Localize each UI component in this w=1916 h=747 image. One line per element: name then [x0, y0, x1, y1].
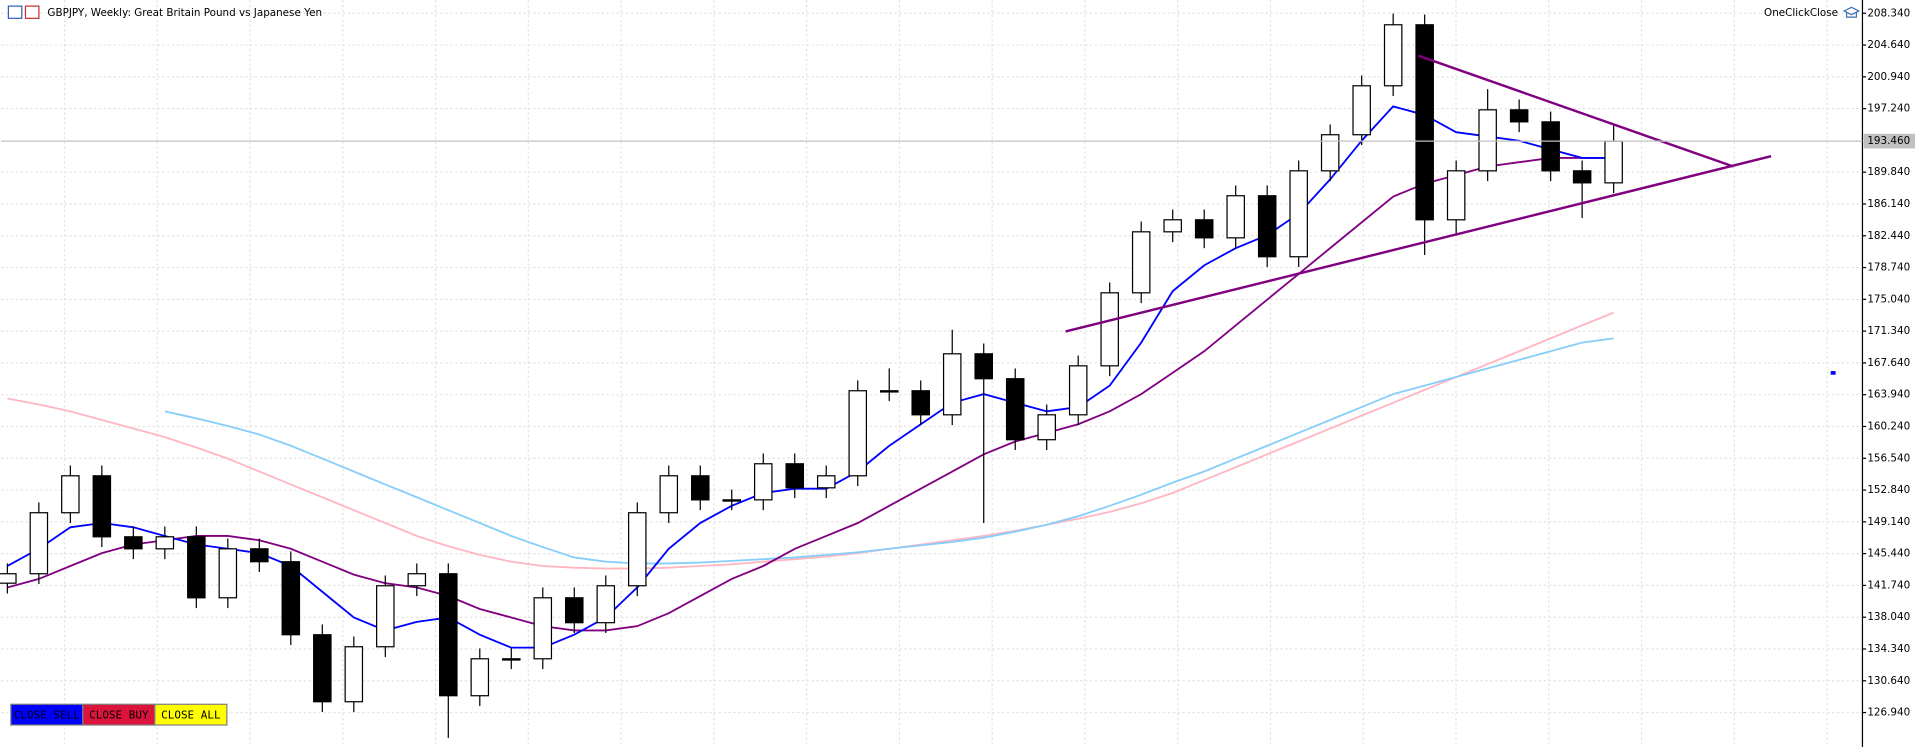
candle-body: [785, 463, 805, 489]
button-bg[interactable]: [154, 703, 228, 726]
candle-body: [439, 573, 458, 697]
candle-body: [753, 463, 773, 501]
candle-body: [1005, 378, 1025, 441]
candle-body: [376, 585, 395, 648]
y-tick-label: 163.940: [1867, 389, 1910, 401]
candle-body: [61, 475, 80, 514]
candle-body: [1446, 170, 1466, 221]
candle-body: [533, 597, 553, 660]
candle-body: [218, 548, 238, 599]
candle-body: [565, 597, 584, 624]
candle-body: [1100, 292, 1119, 367]
buttons: CLOSE SELL CLOSE BUY CLOSE ALL: [10, 703, 228, 726]
candle-body: [1163, 219, 1182, 233]
price-label-box: [1863, 133, 1915, 149]
y-tick-label: 130.640: [1867, 675, 1910, 687]
y-tick-label: 175.040: [1867, 293, 1910, 305]
y-tick-label: 208.340: [1867, 7, 1910, 19]
candle-body: [1037, 414, 1056, 441]
y-tick-label: 197.240: [1867, 103, 1910, 115]
candle-body: [1383, 24, 1403, 87]
y-tick-label: 126.940: [1867, 707, 1910, 719]
button-label[interactable]: CLOSE SELL: [14, 708, 80, 721]
y-tick-label: 204.640: [1867, 39, 1910, 51]
y-tick-label: 171.340: [1867, 325, 1910, 337]
candle-body: [1541, 121, 1560, 172]
candle-body: [596, 585, 616, 624]
moving-average: [7, 311, 1615, 570]
button-label[interactable]: CLOSE BUY: [89, 708, 149, 721]
cap-icon: [1842, 6, 1861, 18]
y-tick-label: 152.840: [1867, 484, 1910, 496]
chart-title: GBPJPY, Weekly: Great Britain Pound vs J…: [47, 7, 322, 19]
price-label: 193.460: [1867, 135, 1910, 147]
candle-body: [1415, 24, 1434, 221]
y-tick-label: 134.340: [1867, 643, 1910, 655]
candle-body: [1131, 231, 1151, 294]
y-tick-label: 178.740: [1867, 262, 1910, 274]
plot-area: [0, 13, 1772, 738]
candle-body: [1478, 109, 1497, 172]
candle-body: [502, 658, 521, 661]
candle-body: [470, 658, 490, 697]
candle-body: [407, 573, 427, 587]
y-tick-label: 145.440: [1867, 548, 1910, 560]
candle-body: [1257, 195, 1277, 258]
candle-body: [1604, 140, 1623, 184]
candle-body: [659, 475, 679, 514]
candle-body: [155, 536, 175, 550]
y-tick-label: 160.240: [1867, 420, 1910, 432]
candle-body: [1509, 109, 1529, 123]
candle-body: [722, 499, 742, 502]
close-button[interactable]: CLOSE BUY: [82, 703, 156, 726]
y-tick-label: 189.840: [1867, 166, 1910, 178]
candle-body: [879, 390, 899, 393]
moving-average: [6, 105, 1614, 649]
y-tick-label: 186.140: [1867, 198, 1910, 210]
y-tick-label: 138.040: [1867, 611, 1910, 623]
candle-body: [187, 536, 206, 599]
header: GBPJPY, Weekly: Great Britain Pound vs J…: [7, 5, 1861, 19]
candle-body: [628, 512, 647, 587]
candle-body: [690, 475, 710, 501]
trendline: [1417, 54, 1734, 168]
candle-body: [1194, 219, 1214, 239]
candle-body: [1289, 170, 1308, 258]
y-tick-label: 200.940: [1867, 71, 1910, 83]
candle-body: [281, 561, 301, 636]
candle-body: [816, 475, 836, 489]
candle-body: [1352, 85, 1371, 136]
candle-body: [124, 536, 143, 550]
button-label[interactable]: CLOSE ALL: [161, 708, 221, 721]
y-tick-label: 182.440: [1867, 230, 1910, 242]
candle-body: [848, 390, 868, 477]
candle-body: [911, 390, 931, 416]
marker: [1830, 371, 1836, 375]
chart-icon: [24, 5, 40, 19]
candle-body: [92, 475, 112, 538]
y-tick-label: 149.140: [1867, 516, 1910, 528]
candle-body: [313, 634, 332, 703]
candle-body: [942, 353, 962, 416]
candle-body: [1068, 365, 1088, 416]
y-tick-label: 156.540: [1867, 452, 1910, 464]
candle-body: [974, 353, 993, 380]
candle-body: [29, 512, 49, 575]
candle-body: [250, 548, 269, 563]
candle-body: [0, 573, 17, 584]
close-button[interactable]: CLOSE ALL: [154, 703, 228, 726]
y-tick-label: 167.640: [1867, 357, 1910, 369]
candle-body: [344, 646, 364, 703]
moving-average: [7, 157, 1614, 632]
candle-body: [1226, 195, 1245, 239]
y-tick-label: 141.740: [1867, 579, 1910, 591]
chart-icon: [7, 5, 23, 19]
candle-body: [1320, 134, 1340, 172]
trendline: [1065, 155, 1772, 333]
moving-average: [164, 337, 1614, 565]
close-button[interactable]: CLOSE SELL: [10, 703, 84, 726]
indicator-label: OneClickClose: [1764, 7, 1838, 19]
candle-body: [1572, 170, 1592, 184]
